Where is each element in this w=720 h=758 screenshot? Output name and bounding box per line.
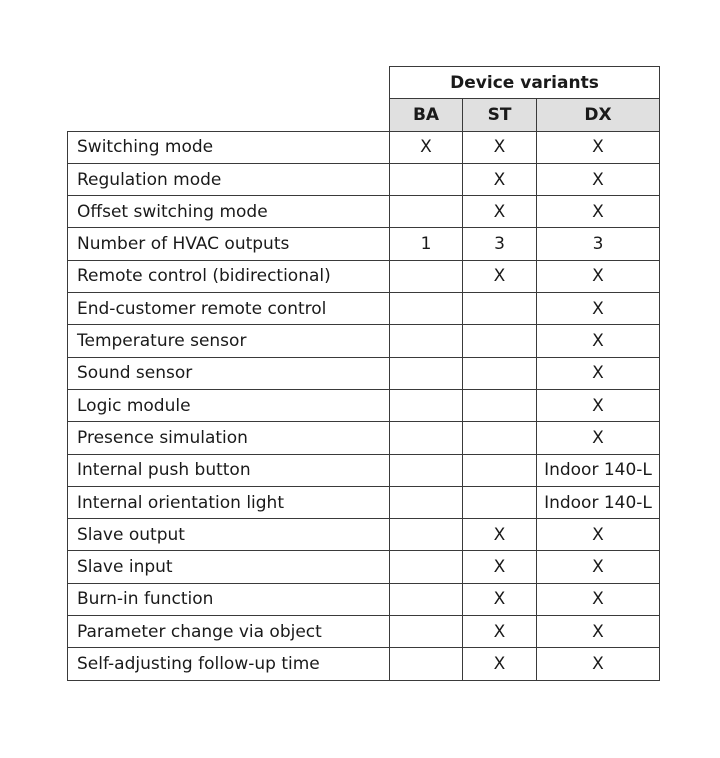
cell-ba — [389, 582, 463, 617]
table-row: Presence simulation X — [67, 421, 660, 455]
cell-st: X — [462, 647, 537, 681]
cell-dx: X — [536, 421, 660, 455]
table-row: Offset switching mode X X — [67, 195, 660, 229]
feature-label: Internal push button — [67, 453, 390, 487]
cell-dx: X — [536, 388, 660, 423]
cell-st — [462, 324, 537, 358]
cell-st: X — [462, 130, 537, 164]
feature-label: Regulation mode — [67, 162, 390, 197]
cell-dx: X — [536, 130, 660, 164]
cell-ba — [389, 453, 463, 487]
cell-st: X — [462, 582, 537, 617]
cell-st: X — [462, 195, 537, 229]
table-row: Number of HVAC outputs 1 3 3 — [67, 227, 660, 261]
cell-ba — [389, 421, 463, 455]
table-row: Regulation mode X X — [67, 162, 660, 197]
cell-ba — [389, 162, 463, 197]
empty-corner — [68, 67, 390, 99]
cell-dx: X — [536, 550, 660, 584]
empty-corner — [68, 99, 390, 131]
cell-dx: X — [536, 162, 660, 197]
table-row: Remote control (bidirectional) X X — [67, 259, 660, 294]
cell-ba — [389, 388, 463, 423]
cell-st: X — [462, 518, 537, 552]
cell-st — [462, 485, 537, 520]
cell-dx: Indoor 140-L — [536, 453, 660, 487]
cell-ba — [389, 324, 463, 358]
feature-label: Number of HVAC outputs — [67, 227, 390, 261]
feature-label: Burn-in function — [67, 582, 390, 617]
cell-ba — [389, 518, 463, 552]
table-row: Self-adjusting follow-up time X X — [67, 647, 660, 681]
cell-st — [462, 421, 537, 455]
cell-dx: X — [536, 615, 660, 649]
table-row: Internal push button Indoor 140-L — [67, 453, 660, 487]
table-row: Internal orientation light Indoor 140-L — [67, 485, 660, 520]
cell-dx: X — [536, 259, 660, 294]
cell-dx: X — [536, 292, 660, 326]
cell-st — [462, 453, 537, 487]
cell-st — [462, 356, 537, 390]
cell-st: X — [462, 162, 537, 197]
feature-label: Switching mode — [67, 130, 390, 164]
cell-ba — [389, 615, 463, 649]
device-variants-table: Device variants BA ST DX Switching mode X… — [67, 65, 660, 681]
feature-label: Presence simulation — [67, 421, 390, 455]
table-row: Burn-in function X X — [67, 582, 660, 617]
cell-dx: X — [536, 582, 660, 617]
cell-ba — [389, 647, 463, 681]
table-row: Slave input X X — [67, 550, 660, 584]
cell-dx: X — [536, 518, 660, 552]
table-row: Parameter change via object X X — [67, 615, 660, 649]
feature-label: Remote control (bidirectional) — [67, 259, 390, 294]
table-row: End-customer remote control X — [67, 292, 660, 326]
cell-st — [462, 292, 537, 326]
table-row: Sound sensor X — [67, 356, 660, 390]
column-header-dx: DX — [536, 98, 660, 132]
feature-label: Offset switching mode — [67, 195, 390, 229]
feature-label: Slave input — [67, 550, 390, 584]
cell-ba — [389, 485, 463, 520]
table-body: Switching mode X X X Regulation mode X X Offset… — [67, 130, 660, 681]
feature-label: Slave output — [67, 518, 390, 552]
feature-label: Parameter change via object — [67, 615, 390, 649]
feature-label: Self-adjusting follow-up time — [67, 647, 390, 681]
feature-label: End-customer remote control — [67, 292, 390, 326]
cell-dx: X — [536, 356, 660, 390]
feature-label: Logic module — [67, 388, 390, 423]
column-header-ba: BA — [389, 98, 463, 132]
cell-dx: 3 — [536, 227, 660, 261]
table-row: Temperature sensor X — [67, 324, 660, 358]
cell-ba — [389, 259, 463, 294]
cell-dx: Indoor 140-L — [536, 485, 660, 520]
feature-label: Sound sensor — [67, 356, 390, 390]
cell-ba: 1 — [389, 227, 463, 261]
table-row: Logic module X — [67, 388, 660, 423]
column-header-st: ST — [462, 98, 537, 132]
table-row: Slave output X X — [67, 518, 660, 552]
group-header: Device variants — [389, 65, 660, 100]
cell-dx: X — [536, 324, 660, 358]
cell-ba — [389, 195, 463, 229]
cell-st — [462, 388, 537, 423]
cell-st: X — [462, 259, 537, 294]
cell-ba: X — [389, 130, 463, 164]
feature-label: Internal orientation light — [67, 485, 390, 520]
cell-st: X — [462, 615, 537, 649]
table-row: Switching mode X X X — [67, 130, 660, 164]
cell-ba — [389, 550, 463, 584]
cell-ba — [389, 292, 463, 326]
cell-ba — [389, 356, 463, 390]
cell-dx: X — [536, 195, 660, 229]
cell-st: X — [462, 550, 537, 584]
cell-st: 3 — [462, 227, 537, 261]
feature-label: Temperature sensor — [67, 324, 390, 358]
cell-dx: X — [536, 647, 660, 681]
